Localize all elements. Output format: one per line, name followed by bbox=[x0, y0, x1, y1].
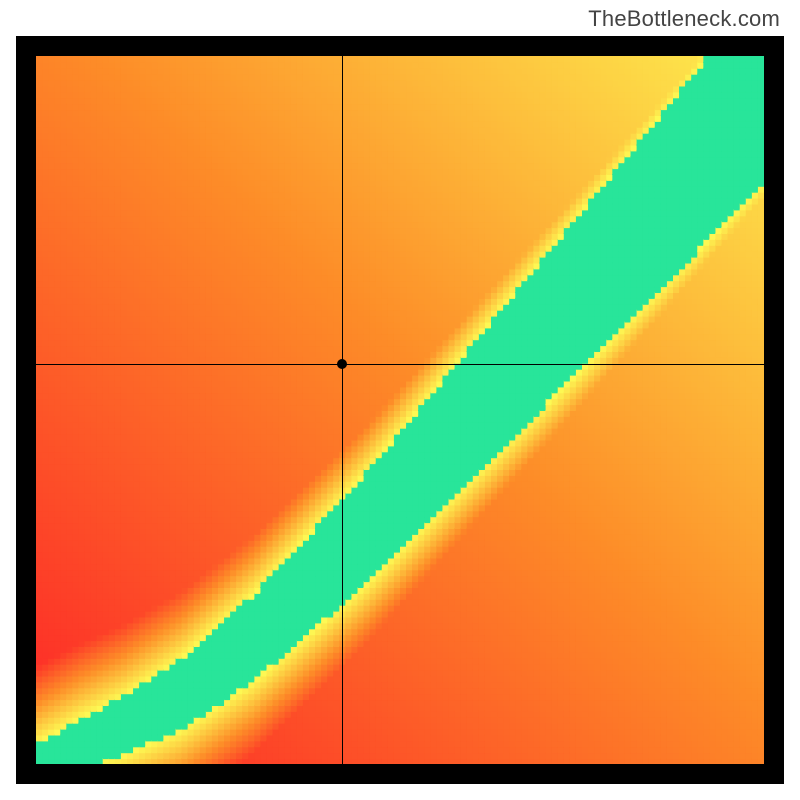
data-point-marker bbox=[337, 359, 347, 369]
attribution-text: TheBottleneck.com bbox=[588, 6, 780, 32]
heatmap-plot bbox=[16, 36, 784, 784]
crosshair-vertical bbox=[342, 56, 343, 764]
page-container: TheBottleneck.com bbox=[0, 0, 800, 800]
crosshair-horizontal bbox=[36, 364, 764, 365]
heatmap-canvas bbox=[36, 56, 764, 764]
